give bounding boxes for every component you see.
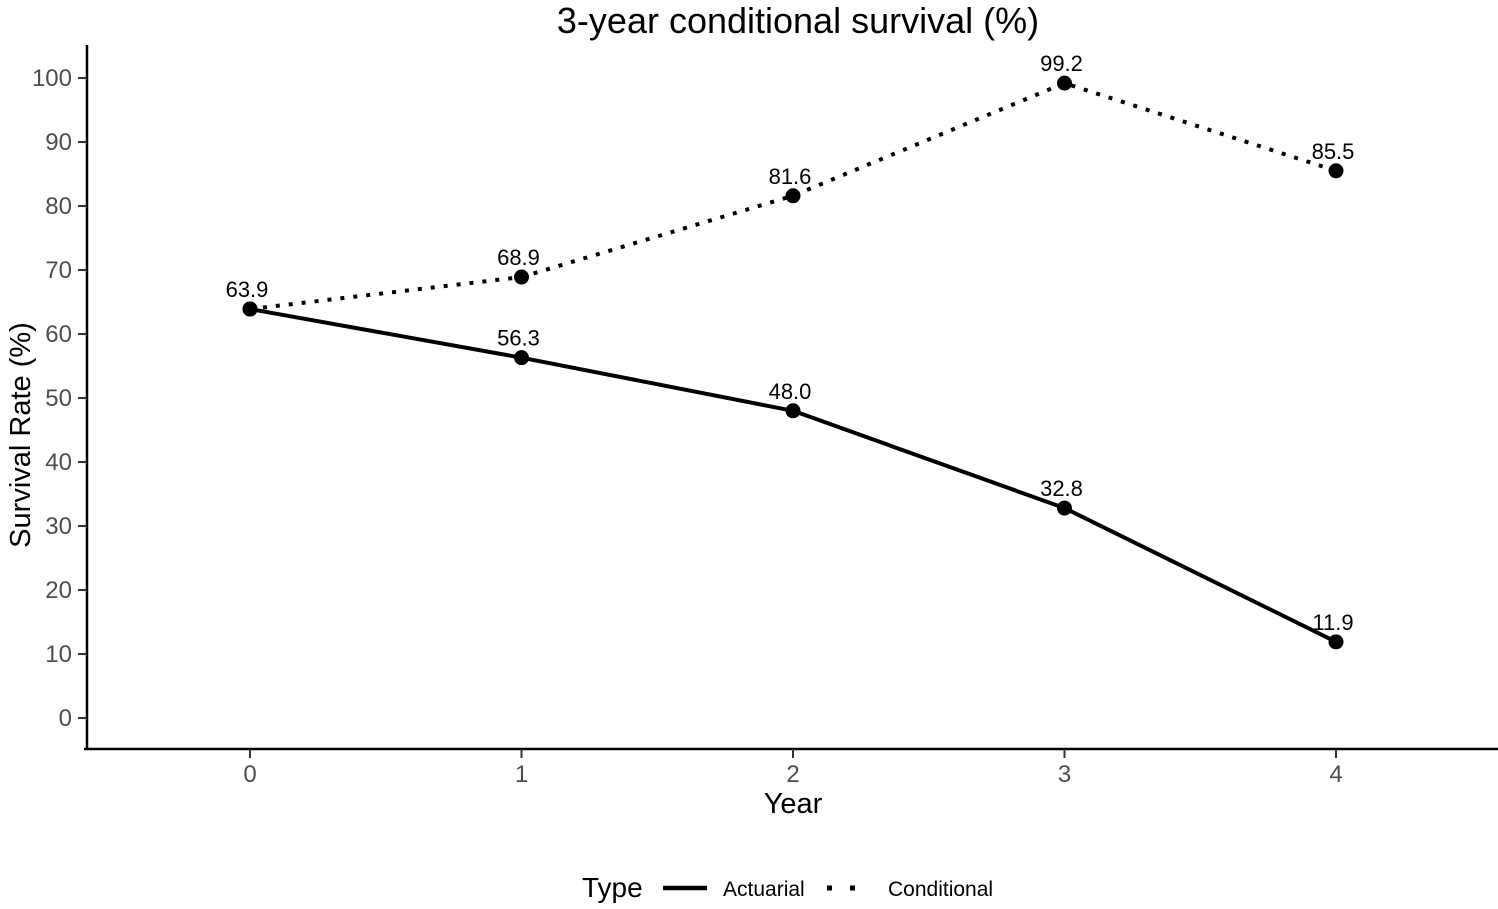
data-point-label: 99.2 [1040,51,1083,76]
data-point-conditional [1328,163,1344,179]
data-point-label: 11.9 [1312,610,1353,635]
legend-label-conditional: Conditional [888,878,993,901]
legend: Type Actuarial Conditional [582,872,993,903]
y-axis-title: Survival Rate (%) [5,322,37,548]
x-tick-label: 4 [1329,761,1342,788]
y-tick-label: 60 [45,321,72,348]
x-axis-title: Year [764,788,823,820]
y-tick-label: 0 [59,705,72,732]
data-point-label: 32.8 [1040,476,1083,501]
y-tick-label: 20 [45,577,72,604]
y-tick-label: 100 [32,65,72,92]
y-tick-label: 70 [45,257,72,284]
data-point-label: 81.6 [769,164,812,189]
x-tick-label: 3 [1058,761,1071,788]
data-point-conditional [242,301,258,317]
data-point-conditional [1057,75,1072,91]
y-tick-label: 40 [45,449,72,476]
y-tick-label: 10 [45,641,72,668]
y-tick-label: 90 [45,129,72,156]
axes: 0 10 20 30 40 50 60 70 80 90 100 0 1 2 3 4 [32,45,1498,788]
legend-title: Type [582,872,643,903]
data-point-label: 56.3 [497,326,540,351]
series-line-conditional [249,81,1337,312]
y-tick-label: 50 [45,385,72,412]
y-tick-label: 80 [45,193,72,220]
data-point-label: 85.5 [1312,139,1355,164]
series-line-actuarial [249,307,1337,644]
x-tick-label: 2 [786,761,799,788]
legend-label-actuarial: Actuarial [723,878,805,901]
data-point-actuarial [785,403,801,419]
data-point-actuarial [1057,500,1072,516]
y-tick-label: 30 [45,513,72,540]
data-point-label: 63.9 [226,277,269,302]
data-point-label: 68.9 [497,245,540,270]
series-layer: 63.9 56.3 48.0 32.8 11.9 68.9 81.6 99.2 85.5 [226,51,1355,650]
data-point-conditional [785,188,801,204]
chart-title: 3-year conditional survival (%) [557,0,1039,41]
x-tick-label: 1 [515,761,528,788]
data-point-actuarial [1328,634,1344,650]
data-point-conditional [514,269,529,285]
data-point-label: 48.0 [769,379,812,404]
x-tick-label: 0 [243,761,256,788]
data-point-actuarial [514,350,529,366]
